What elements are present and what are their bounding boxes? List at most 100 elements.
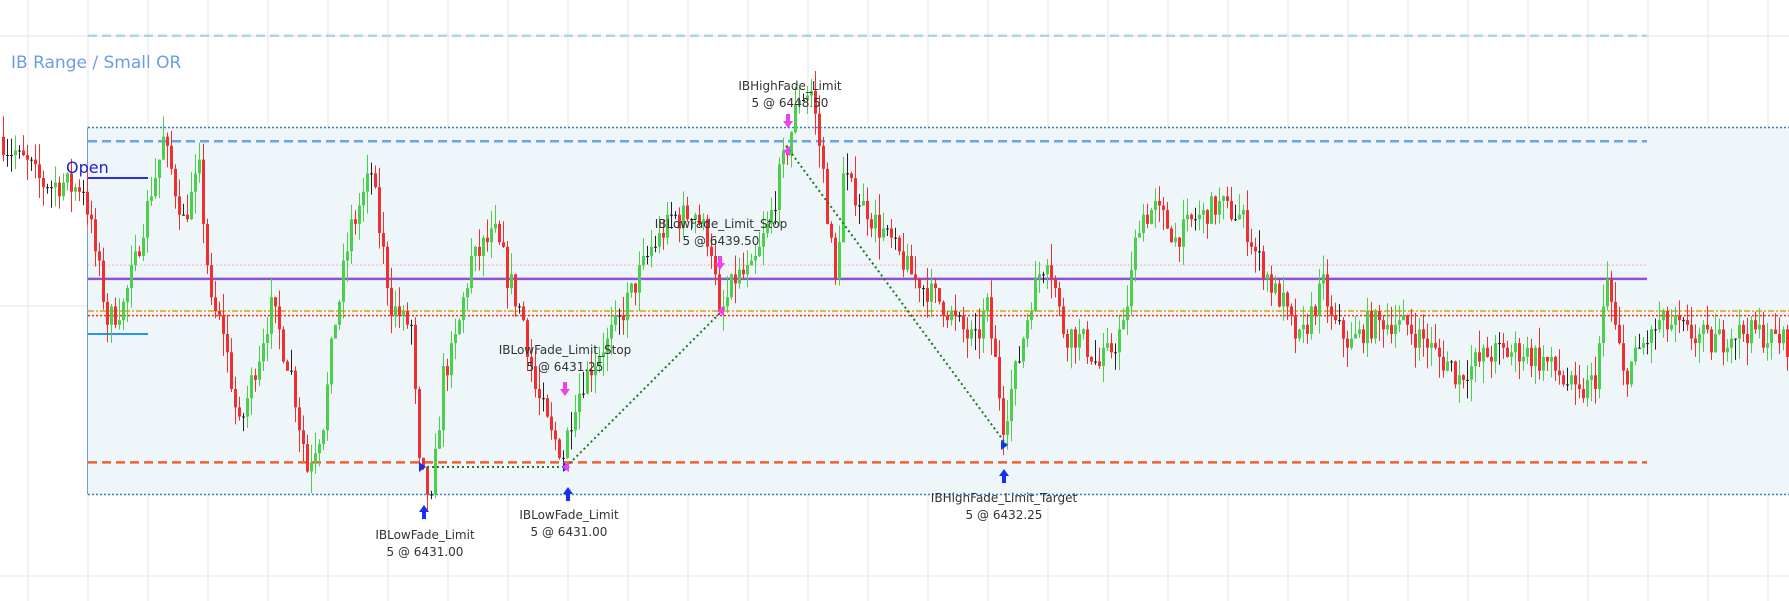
candle-body	[1054, 278, 1057, 289]
candle-body	[110, 306, 113, 325]
sell-arrow-icon	[715, 256, 725, 270]
candle	[822, 136, 825, 183]
candle	[1634, 336, 1637, 365]
candle-body	[938, 288, 941, 302]
candle	[634, 282, 637, 306]
candle-body	[894, 237, 897, 239]
candle	[38, 144, 41, 198]
candle	[1734, 338, 1737, 360]
candle-body	[1478, 352, 1481, 362]
candle	[678, 207, 681, 243]
candle-body	[1490, 356, 1493, 362]
candle	[310, 444, 313, 494]
candle-body	[650, 246, 653, 256]
buy-arrow-icon	[999, 469, 1009, 483]
candle-body	[606, 338, 609, 353]
candle	[1062, 297, 1065, 339]
candle-body	[1246, 210, 1249, 243]
candle	[962, 306, 965, 343]
candle	[190, 172, 193, 221]
candle	[274, 296, 277, 324]
candle-body	[1514, 343, 1517, 353]
candle-body	[1334, 315, 1337, 321]
candle-body	[1090, 356, 1093, 362]
candle-body	[1622, 343, 1625, 371]
candle	[1254, 237, 1257, 273]
candle	[130, 245, 133, 308]
sell-arrow-icon	[560, 382, 570, 396]
candle-body	[1718, 329, 1721, 334]
candle	[618, 308, 621, 335]
candle	[78, 179, 81, 202]
candle-body	[154, 177, 157, 197]
candle-body	[782, 150, 785, 165]
candle	[1126, 285, 1129, 335]
candle	[382, 212, 385, 265]
candle-body	[1486, 347, 1489, 357]
candle	[406, 302, 409, 329]
candle	[554, 421, 557, 451]
candle-body	[1546, 356, 1549, 362]
candle	[650, 230, 653, 268]
candle	[758, 231, 761, 257]
candle	[1326, 259, 1329, 323]
candle	[826, 162, 829, 225]
candle	[1210, 191, 1213, 225]
candle-body	[1702, 324, 1705, 334]
candle	[726, 275, 729, 313]
candle-body	[1278, 283, 1281, 307]
candle-body	[1330, 306, 1333, 316]
candle	[866, 187, 869, 236]
candle-body	[62, 182, 65, 197]
candle	[862, 183, 865, 206]
annotation-iblowfade-limit-2: IBLowFade_Limit 5 @ 6431.00	[519, 507, 618, 541]
candle	[1046, 259, 1049, 289]
candle	[658, 216, 661, 254]
candle	[1434, 324, 1437, 350]
candle	[426, 466, 429, 510]
candle	[742, 252, 745, 279]
candle-body	[198, 159, 201, 174]
candle	[462, 292, 465, 333]
candle-body	[162, 136, 165, 160]
candle	[1318, 268, 1321, 334]
candle-body	[1466, 379, 1469, 381]
buy-arrow-icon	[419, 505, 429, 519]
candle-body	[1638, 347, 1641, 349]
candle	[538, 367, 541, 416]
candle	[706, 214, 709, 257]
candle-body	[226, 333, 229, 353]
candle-body	[1254, 246, 1257, 252]
candle-body	[774, 210, 777, 212]
candle-body	[718, 274, 721, 312]
candle	[386, 241, 389, 306]
candle	[910, 244, 913, 275]
candle-body	[862, 200, 865, 206]
candle	[1506, 340, 1509, 358]
candle-body	[218, 311, 221, 316]
candle	[1522, 344, 1525, 371]
candle-body	[1734, 338, 1737, 340]
candle-body	[638, 265, 641, 293]
candle-body	[762, 233, 765, 247]
candle	[986, 293, 989, 322]
candle	[42, 170, 45, 206]
candle-body	[542, 398, 545, 400]
candle	[1362, 324, 1365, 354]
candle-body	[482, 237, 485, 256]
candle	[674, 211, 677, 220]
candle-body	[1098, 361, 1101, 367]
candle	[1486, 336, 1489, 358]
candle	[414, 317, 417, 405]
candle-body	[1214, 196, 1217, 215]
candle	[106, 293, 109, 343]
candle-body	[690, 219, 693, 221]
candle-body	[1754, 320, 1757, 330]
candle	[1098, 347, 1101, 369]
candle	[682, 191, 685, 238]
candle	[6, 138, 9, 167]
fill-triangle-icon	[717, 306, 724, 316]
candle	[266, 316, 269, 362]
candle	[1430, 326, 1433, 366]
candle	[1534, 345, 1537, 385]
